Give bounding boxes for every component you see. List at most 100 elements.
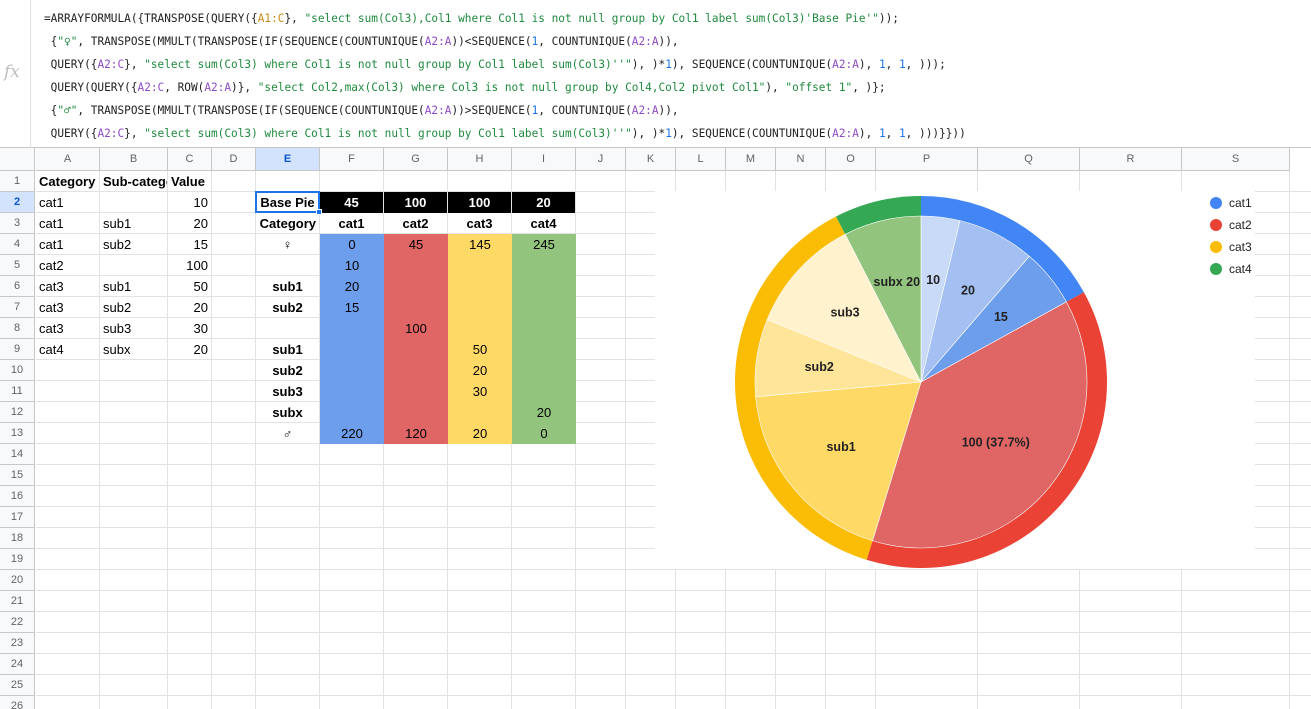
row-header-5[interactable]: 5 <box>0 255 35 276</box>
subcategory-cell[interactable]: sub2 <box>103 300 132 315</box>
column-header-i[interactable]: I <box>512 148 576 171</box>
subcategory-label-cell[interactable]: ♀ <box>282 237 293 252</box>
category-label-cell[interactable]: Category <box>259 216 316 231</box>
value-cell[interactable]: 20 <box>193 300 208 315</box>
subcategory-cell[interactable]: sub1 <box>103 216 132 231</box>
header-cell[interactable]: Value <box>171 174 205 189</box>
row-header-13[interactable]: 13 <box>0 423 35 444</box>
subcategory-cell[interactable] <box>100 255 167 276</box>
result-value-cell[interactable] <box>384 276 448 297</box>
row-header-10[interactable]: 10 <box>0 360 35 381</box>
column-header-h[interactable]: H <box>448 148 512 171</box>
header-cell[interactable]: Sub-category <box>103 174 167 189</box>
category-header-cell[interactable]: cat1 <box>338 216 365 231</box>
result-value-cell[interactable] <box>320 360 384 381</box>
category-header-cell[interactable]: cat4 <box>530 216 557 231</box>
result-value-cell[interactable]: 30 <box>448 381 512 402</box>
category-cell[interactable]: cat1 <box>39 216 64 231</box>
column-header-r[interactable]: R <box>1080 148 1182 171</box>
result-value-cell[interactable] <box>448 276 512 297</box>
category-cell[interactable]: cat1 <box>39 237 64 252</box>
result-value-cell[interactable] <box>512 276 576 297</box>
row-header-4[interactable]: 4 <box>0 234 35 255</box>
category-cell[interactable]: cat3 <box>39 279 64 294</box>
result-value-cell[interactable]: 0 <box>320 234 384 255</box>
result-value-cell[interactable] <box>320 339 384 360</box>
row-header-24[interactable]: 24 <box>0 654 35 675</box>
result-value-cell[interactable] <box>448 318 512 339</box>
base-pie-cell[interactable]: Base Pie <box>260 195 315 210</box>
result-value-cell[interactable]: 10 <box>320 255 384 276</box>
subcategory-label-cell[interactable]: sub1 <box>272 342 303 357</box>
column-header-e[interactable]: E <box>256 148 320 171</box>
legend-item-cat2[interactable]: cat2 <box>1210 217 1252 238</box>
subcategory-cell[interactable]: sub2 <box>103 237 132 252</box>
legend-item-cat4[interactable]: cat4 <box>1210 261 1252 282</box>
subcategory-label-cell[interactable]: sub3 <box>272 384 303 399</box>
category-header-cell[interactable]: cat3 <box>466 216 493 231</box>
row-header-17[interactable]: 17 <box>0 507 35 528</box>
column-header-k[interactable]: K <box>626 148 676 171</box>
result-value-cell[interactable] <box>320 318 384 339</box>
fill-handle[interactable] <box>316 209 322 215</box>
value-cell[interactable]: 30 <box>193 321 208 336</box>
value-cell[interactable]: 50 <box>193 279 208 294</box>
category-cell[interactable]: cat2 <box>39 258 64 273</box>
value-cell[interactable]: 10 <box>193 195 208 210</box>
result-value-cell[interactable]: 20 <box>448 423 512 444</box>
result-value-cell[interactable] <box>448 255 512 276</box>
subcategory-label-cell[interactable]: subx <box>272 405 303 420</box>
header-cell[interactable]: Category <box>39 174 96 189</box>
column-header-p[interactable]: P <box>876 148 978 171</box>
category-header-cell[interactable]: cat2 <box>402 216 429 231</box>
row-header-14[interactable]: 14 <box>0 444 35 465</box>
value-cell[interactable]: 20 <box>193 342 208 357</box>
base-value-cell[interactable]: 100 <box>384 192 447 213</box>
pie-slice-cat2[interactable] <box>872 301 1088 549</box>
result-value-cell[interactable] <box>448 402 512 423</box>
row-header-2[interactable]: 2 <box>0 192 35 213</box>
row-header-18[interactable]: 18 <box>0 528 35 549</box>
column-header-j[interactable]: J <box>576 148 626 171</box>
pie-slice-cat4[interactable] <box>844 215 922 383</box>
column-header-m[interactable]: M <box>726 148 776 171</box>
row-header-25[interactable]: 25 <box>0 675 35 696</box>
column-header-l[interactable]: L <box>676 148 726 171</box>
row-header-16[interactable]: 16 <box>0 486 35 507</box>
pie-chart[interactable]: 10 20 15 100 (37.7%) sub1 sub2 sub3 subx 20 cat… <box>655 191 1255 569</box>
column-header-b[interactable]: B <box>100 148 168 171</box>
result-value-cell[interactable]: 50 <box>448 339 512 360</box>
column-header-d[interactable]: D <box>212 148 256 171</box>
result-value-cell[interactable] <box>512 360 576 381</box>
result-value-cell[interactable]: 20 <box>512 402 576 423</box>
pie-slice-cat3[interactable] <box>766 233 922 383</box>
select-all-corner[interactable] <box>0 148 35 171</box>
result-value-cell[interactable]: 0 <box>512 423 576 444</box>
result-value-cell[interactable]: 20 <box>448 360 512 381</box>
row-header-23[interactable]: 23 <box>0 633 35 654</box>
category-cell[interactable]: cat4 <box>39 342 64 357</box>
row-header-20[interactable]: 20 <box>0 570 35 591</box>
column-header-g[interactable]: G <box>384 148 448 171</box>
subcategory-label-cell[interactable]: ♂ <box>282 426 293 441</box>
result-value-cell[interactable]: 100 <box>384 318 448 339</box>
pie-slice-cat3[interactable] <box>755 381 922 542</box>
row-header-22[interactable]: 22 <box>0 612 35 633</box>
result-value-cell[interactable] <box>512 255 576 276</box>
result-value-cell[interactable]: 45 <box>384 234 448 255</box>
column-header-q[interactable]: Q <box>978 148 1080 171</box>
value-cell[interactable]: 20 <box>193 216 208 231</box>
result-value-cell[interactable] <box>384 360 448 381</box>
row-header-19[interactable]: 19 <box>0 549 35 570</box>
row-header-15[interactable]: 15 <box>0 465 35 486</box>
result-value-cell[interactable]: 15 <box>320 297 384 318</box>
subcategory-label-cell[interactable] <box>256 255 319 276</box>
subcategory-cell[interactable] <box>100 192 167 213</box>
result-value-cell[interactable] <box>320 402 384 423</box>
category-cell[interactable]: cat3 <box>39 321 64 336</box>
result-value-cell[interactable] <box>512 339 576 360</box>
column-header-s[interactable]: S <box>1182 148 1290 171</box>
value-cell[interactable]: 100 <box>186 258 208 273</box>
result-value-cell[interactable] <box>512 297 576 318</box>
